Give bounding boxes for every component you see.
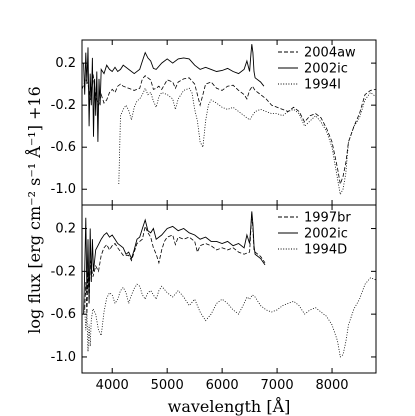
y-tick-label: 0.2 <box>55 56 76 71</box>
y-axis-title: log flux [erg cm⁻² s⁻¹ Å⁻¹] +16 <box>24 86 44 334</box>
x-tick-label: 5000 <box>151 378 184 393</box>
series-line-2002ic <box>83 211 266 315</box>
legend-label-2004aw: 2004aw <box>304 46 356 61</box>
bottom-panel: 0.2 -0.2 -0.6 -1.0 4000 5000 6000 7000 8000 1997b… <box>51 204 377 393</box>
x-tick-label: 7000 <box>261 378 294 393</box>
legend-label-1997br: 1997br <box>304 211 351 226</box>
y-tick-label: -0.2 <box>51 98 76 113</box>
y-tick-label: -0.6 <box>51 307 76 322</box>
x-axis-title: wavelength [Å] <box>168 396 291 416</box>
y-tick-label: -1.0 <box>51 182 76 197</box>
y-tick-label: -0.2 <box>51 264 76 279</box>
series-line-1994d <box>84 277 376 358</box>
legend-label-2002ic: 2002ic <box>304 227 348 242</box>
series-line-1997br <box>84 213 266 315</box>
legend-label-2002ic: 2002ic <box>304 62 348 77</box>
series-line-2004aw <box>82 73 376 186</box>
plot-frame <box>81 204 377 374</box>
y-tick-label: -0.6 <box>51 140 76 155</box>
y-tick-label: -1.0 <box>51 350 76 365</box>
series-line-1994i <box>118 87 376 196</box>
legend-label-1994d: 1994D <box>304 243 347 258</box>
x-tick-label: 6000 <box>206 378 239 393</box>
y-tick-label: 0.2 <box>55 222 76 237</box>
legend-label-1994i: 1994I <box>304 78 341 93</box>
x-tick-label: 8000 <box>315 378 348 393</box>
x-tick-label: 4000 <box>96 378 129 393</box>
series-line-2002ic <box>83 44 265 142</box>
